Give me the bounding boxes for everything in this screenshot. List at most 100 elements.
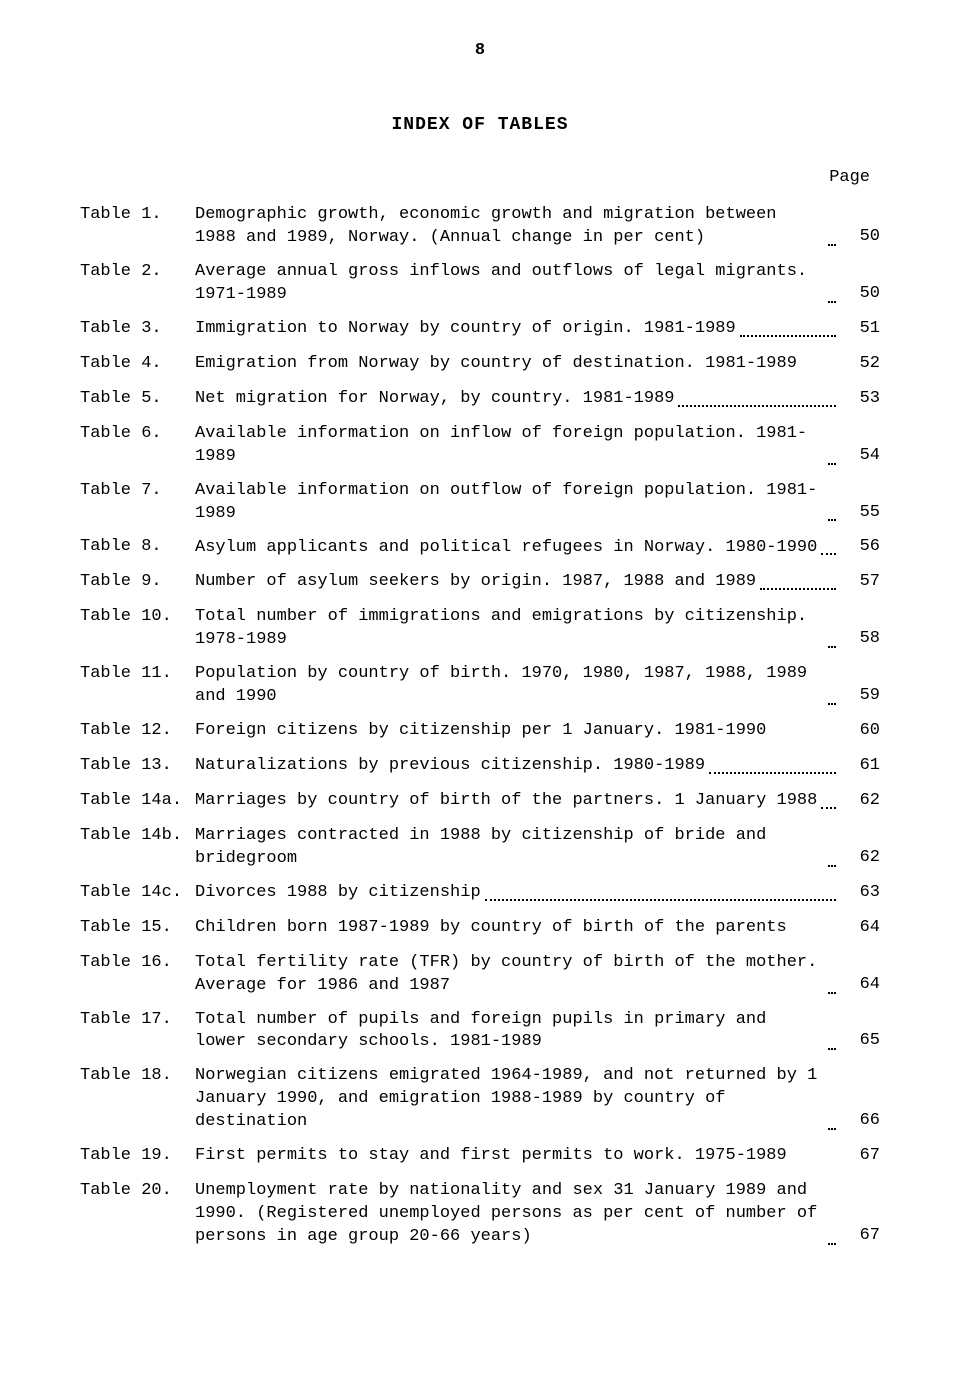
entry-label: Table 9.	[80, 571, 195, 594]
entry-label: Table 16.	[80, 952, 195, 975]
entry-body: Immigration to Norway by country of orig…	[195, 318, 840, 341]
entry-body: Marriages contracted in 1988 by citizens…	[195, 825, 840, 871]
entry-description: Divorces 1988 by citizenship	[195, 882, 481, 905]
entry-page-number: 58	[840, 628, 880, 652]
entry-body: Norwegian citizens emigrated 1964-1989, …	[195, 1065, 840, 1134]
page: 8 INDEX OF TABLES Page Table 1.Demograph…	[0, 0, 960, 1399]
entry-label: Table 19.	[80, 1145, 195, 1168]
entry-body: First permits to stay and first permits …	[195, 1145, 840, 1168]
leader-dots	[678, 388, 836, 407]
entry-body: Asylum applicants and political refugees…	[195, 536, 840, 559]
entry-page-number: 55	[840, 502, 880, 526]
leader-dots	[791, 919, 836, 936]
table-entry: Table 6.Available information on inflow …	[80, 423, 880, 469]
entry-description: Unemployment rate by nationality and sex…	[195, 1180, 824, 1249]
entry-label: Table 8.	[80, 536, 195, 559]
entry-body: Marriages by country of birth of the par…	[195, 790, 840, 813]
entry-description: Total fertility rate (TFR) by country of…	[195, 952, 824, 998]
entry-page-number: 51	[840, 318, 880, 342]
entry-page-number: 64	[840, 974, 880, 998]
table-entry: Table 14b.Marriages contracted in 1988 b…	[80, 825, 880, 871]
table-entry: Table 15.Children born 1987-1989 by coun…	[80, 917, 880, 941]
table-entry: Table 10.Total number of immigrations an…	[80, 606, 880, 652]
entry-description: Demographic growth, economic growth and …	[195, 204, 824, 250]
entry-description: Available information on outflow of fore…	[195, 480, 824, 526]
page-column-header: Page	[80, 167, 870, 190]
entry-description: Average annual gross inflows and outflow…	[195, 261, 824, 307]
table-entry: Table 8.Asylum applicants and political …	[80, 536, 880, 560]
entry-description: Norwegian citizens emigrated 1964-1989, …	[195, 1065, 824, 1134]
entry-label: Table 12.	[80, 720, 195, 743]
leader-dots	[801, 355, 836, 372]
entry-description: Marriages by country of birth of the par…	[195, 790, 817, 813]
entry-label: Table 20.	[80, 1180, 195, 1203]
entry-label: Table 2.	[80, 261, 195, 284]
entry-page-number: 59	[840, 685, 880, 709]
entry-description: Population by country of birth. 1970, 19…	[195, 663, 824, 709]
entry-page-number: 64	[840, 917, 880, 941]
entry-page-number: 67	[840, 1145, 880, 1169]
entry-label: Table 15.	[80, 917, 195, 940]
entry-page-number: 50	[840, 226, 880, 250]
entry-body: Net migration for Norway, by country. 19…	[195, 388, 840, 411]
entry-page-number: 56	[840, 536, 880, 560]
entry-page-number: 65	[840, 1030, 880, 1054]
entry-description: Children born 1987-1989 by country of bi…	[195, 917, 787, 940]
table-entry: Table 1.Demographic growth, economic gro…	[80, 204, 880, 250]
entry-page-number: 63	[840, 882, 880, 906]
entry-label: Table 10.	[80, 606, 195, 629]
table-entry: Table 11.Population by country of birth.…	[80, 663, 880, 709]
entry-page-number: 60	[840, 720, 880, 744]
entry-body: Demographic growth, economic growth and …	[195, 204, 840, 250]
table-entry: Table 16.Total fertility rate (TFR) by c…	[80, 952, 880, 998]
entry-description: First permits to stay and first permits …	[195, 1145, 787, 1168]
entry-label: Table 17.	[80, 1009, 195, 1032]
entry-body: Population by country of birth. 1970, 19…	[195, 663, 840, 709]
entry-description: Immigration to Norway by country of orig…	[195, 318, 736, 341]
leader-dots	[828, 629, 836, 648]
leader-dots	[821, 790, 836, 809]
entry-description: Net migration for Norway, by country. 19…	[195, 388, 674, 411]
leader-dots	[828, 284, 836, 303]
entry-label: Table 14a.	[80, 790, 195, 813]
entry-description: Total number of immigrations and emigrat…	[195, 606, 824, 652]
leader-dots	[791, 1147, 836, 1164]
entry-page-number: 62	[840, 790, 880, 814]
entry-label: Table 3.	[80, 318, 195, 341]
entry-description: Asylum applicants and political refugees…	[195, 537, 817, 560]
table-entry: Table 4.Emigration from Norway by countr…	[80, 353, 880, 377]
entry-body: Number of asylum seekers by origin. 1987…	[195, 571, 840, 594]
entry-page-number: 52	[840, 353, 880, 377]
entry-label: Table 18.	[80, 1065, 195, 1088]
leader-dots	[828, 975, 836, 994]
entry-page-number: 57	[840, 571, 880, 595]
entry-body: Naturalizations by previous citizenship.…	[195, 755, 840, 778]
entry-label: Table 6.	[80, 423, 195, 446]
entry-label: Table 14b.	[80, 825, 195, 848]
leader-dots	[485, 882, 836, 901]
table-entry: Table 2.Average annual gross inflows and…	[80, 261, 880, 307]
entry-label: Table 7.	[80, 480, 195, 503]
entry-body: Unemployment rate by nationality and sex…	[195, 1180, 840, 1249]
entry-body: Average annual gross inflows and outflow…	[195, 261, 840, 307]
table-entry: Table 19.First permits to stay and first…	[80, 1145, 880, 1169]
entry-body: Children born 1987-1989 by country of bi…	[195, 917, 840, 940]
table-entry: Table 5.Net migration for Norway, by cou…	[80, 388, 880, 412]
table-entry: Table 7.Available information on outflow…	[80, 480, 880, 526]
leader-dots	[709, 755, 836, 774]
entry-body: Available information on outflow of fore…	[195, 480, 840, 526]
table-entry: Table 18.Norwegian citizens emigrated 19…	[80, 1065, 880, 1134]
leader-dots	[760, 571, 836, 590]
entry-body: Divorces 1988 by citizenship	[195, 882, 840, 905]
entry-description: Foreign citizens by citizenship per 1 Ja…	[195, 720, 766, 743]
leader-dots	[828, 502, 836, 521]
leader-dots	[828, 686, 836, 705]
leader-dots	[828, 446, 836, 465]
table-entry: Table 13.Naturalizations by previous cit…	[80, 755, 880, 779]
entry-page-number: 53	[840, 388, 880, 412]
entry-label: Table 13.	[80, 755, 195, 778]
entry-body: Total number of pupils and foreign pupil…	[195, 1009, 840, 1055]
entry-body: Emigration from Norway by country of des…	[195, 353, 840, 376]
entry-description: Emigration from Norway by country of des…	[195, 353, 797, 376]
page-number: 8	[80, 40, 880, 63]
